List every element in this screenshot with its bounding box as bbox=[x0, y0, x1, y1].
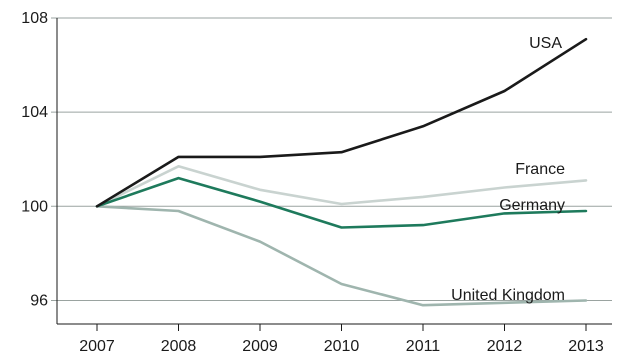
y-axis-ticks: 96 100 104 108 bbox=[21, 10, 48, 309]
series-lines bbox=[95, 37, 588, 307]
x-tick-label: 2009 bbox=[242, 338, 278, 355]
x-tick-label: 2010 bbox=[324, 338, 360, 355]
y-tick-label: 104 bbox=[21, 104, 48, 121]
series-labels: USA France Germany United Kingdom bbox=[451, 35, 565, 304]
grid-lines bbox=[51, 17, 612, 301]
series-label-france: France bbox=[515, 161, 565, 178]
x-axis-ticks: 2007 2008 2009 2010 2011 2012 2013 bbox=[79, 324, 604, 355]
series-label-germany: Germany bbox=[499, 197, 565, 214]
x-tick-label: 2007 bbox=[79, 338, 115, 355]
series-line-usa bbox=[95, 37, 588, 208]
y-tick-label: 108 bbox=[21, 10, 48, 27]
x-tick-label: 2011 bbox=[406, 338, 441, 355]
series-line-germany bbox=[95, 176, 588, 229]
y-tick-label: 96 bbox=[30, 292, 48, 309]
series-line-united-kingdom bbox=[95, 205, 588, 307]
series-line-france bbox=[95, 165, 588, 208]
y-tick-label: 100 bbox=[21, 198, 48, 215]
x-tick-label: 2008 bbox=[161, 338, 197, 355]
series-label-usa: USA bbox=[529, 35, 562, 52]
x-tick-label: 2013 bbox=[568, 338, 604, 355]
x-tick-label: 2012 bbox=[487, 338, 523, 355]
series-label-united-kingdom: United Kingdom bbox=[451, 287, 565, 304]
